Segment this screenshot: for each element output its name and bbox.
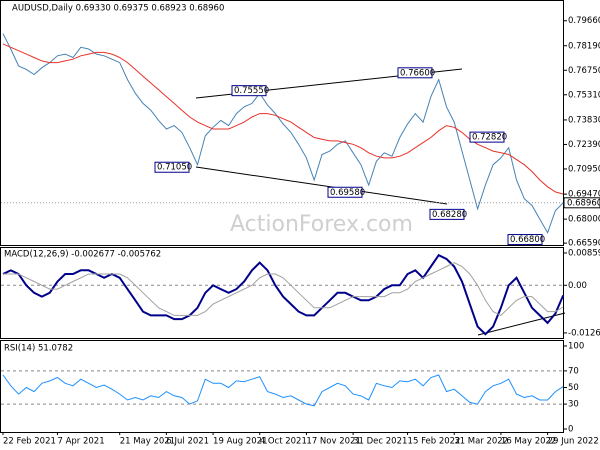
rsi-title: RSI(14) 51.0782 xyxy=(4,344,73,354)
level-box xyxy=(469,131,505,143)
level-box xyxy=(397,67,433,79)
level-box xyxy=(507,234,543,246)
level-label: 0.75550 xyxy=(234,86,269,96)
y-tick-label: 30 xyxy=(568,400,579,410)
y-tick-label: 0.79660 xyxy=(568,16,600,26)
macd-title: MACD(12,26,9) -0.002677 -0.005762 xyxy=(4,250,161,260)
y-tick-label: 0.70950 xyxy=(568,164,600,174)
level-box xyxy=(154,161,190,173)
last-price-label: 0.68960 xyxy=(567,198,600,208)
x-tick-label: 7 Apr 2021 xyxy=(57,437,104,447)
macd-panel xyxy=(0,247,564,339)
level-label: 0.69580 xyxy=(330,188,365,198)
x-tick-label: 17 Nov 2021 xyxy=(306,437,360,447)
y-tick-label: 0.00 xyxy=(568,281,587,291)
y-tick-label: 50 xyxy=(568,383,579,393)
level-label: 0.68280 xyxy=(432,210,467,220)
x-tick-label: 31 Dec 2021 xyxy=(353,437,407,447)
x-tick-label: 31 Mar 2022 xyxy=(454,437,508,447)
y-tick-label: 0.76750 xyxy=(568,66,600,76)
y-tick-label: 0.78190 xyxy=(568,41,600,51)
price-panel xyxy=(0,0,564,246)
y-tick-label: -0.01267 xyxy=(568,328,600,338)
level-label: 0.76600 xyxy=(400,68,435,78)
y-tick-label: 0.68000 xyxy=(568,215,600,225)
y-tick-label: 100 xyxy=(568,341,584,351)
y-tick-label: 0 xyxy=(568,425,573,435)
y-tick-label: 0.69470 xyxy=(568,190,600,200)
y-tick-label: 0.008596 xyxy=(568,248,600,258)
level-box xyxy=(231,85,267,97)
price-title: AUDUSD,Daily 0.69330 0.69375 0.68923 0.6… xyxy=(12,4,224,14)
series-line xyxy=(2,253,565,336)
watermark: ActionForex.com xyxy=(230,212,413,237)
x-tick-label: 15 Feb 2022 xyxy=(408,437,461,447)
series-line xyxy=(2,374,564,407)
series-line xyxy=(3,262,564,317)
level-label: 0.71050 xyxy=(157,163,192,173)
level-box xyxy=(429,208,465,220)
y-tick-label: 0.73830 xyxy=(568,115,600,125)
macd-trendline xyxy=(477,312,566,336)
y-tick-label: 70 xyxy=(568,366,579,376)
lower-trendline xyxy=(195,166,448,205)
y-tick-label: 0.75310 xyxy=(568,90,600,100)
level-label: 0.72820 xyxy=(472,133,507,143)
x-tick-label: 16 May 2022 xyxy=(501,437,556,447)
x-tick-label: 22 Feb 2021 xyxy=(3,437,56,447)
rsi-panel xyxy=(0,340,564,433)
x-tick-label: 29 Jun 2022 xyxy=(548,437,599,447)
level-label: 0.66800 xyxy=(510,235,545,245)
y-tick-label: 0.66590 xyxy=(568,239,600,249)
x-tick-label: 19 Aug 2021 xyxy=(213,437,267,447)
level-box xyxy=(327,186,363,198)
series-line xyxy=(2,43,564,195)
series-line xyxy=(2,33,564,234)
x-tick-label: 6 Jul 2021 xyxy=(166,437,209,447)
y-tick-label: 0.72390 xyxy=(568,140,600,150)
last-price-box xyxy=(563,197,600,209)
x-tick-label: 4 Oct 2021 xyxy=(260,437,307,447)
x-tick-label: 21 May 2021 xyxy=(120,437,175,447)
